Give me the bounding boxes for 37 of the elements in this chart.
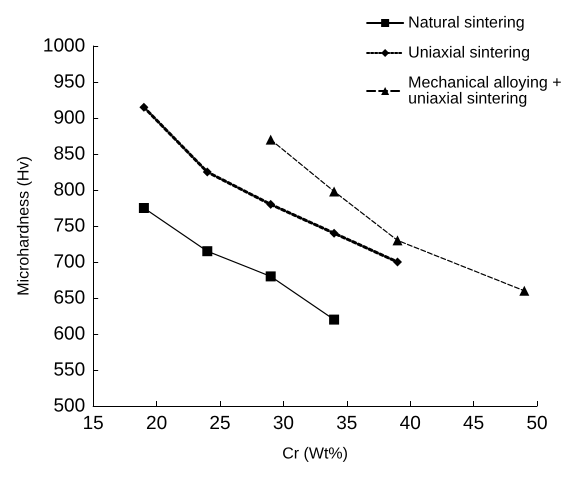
y-tick-label: 800 [53, 180, 86, 200]
y-tick-label: 650 [53, 288, 86, 308]
point [266, 134, 276, 145]
point [202, 246, 212, 256]
legend-label: Mechanical alloying + uniaxial sintering [408, 74, 566, 108]
point [392, 235, 403, 246]
y-tick-label: 850 [53, 144, 86, 164]
y-tick-label: 950 [53, 72, 86, 92]
x-tick-label: 15 [82, 413, 104, 434]
x-tick-label: 50 [526, 413, 548, 434]
y-tick-label: 1000 [42, 36, 86, 56]
x-tick-label: 30 [272, 413, 294, 434]
point [266, 271, 276, 282]
x-tick-label: 35 [336, 413, 358, 434]
legend-label: Uniaxial sintering [408, 44, 530, 62]
y-tick-label: 750 [53, 216, 86, 236]
y-tick-label: 600 [53, 324, 86, 344]
x-tick-label: 40 [400, 413, 421, 434]
point [266, 200, 276, 209]
point [393, 258, 402, 266]
x-tick-label: 45 [463, 413, 484, 434]
y-tick-label: 550 [53, 360, 86, 380]
point [519, 286, 530, 296]
x-tick-label: 25 [209, 413, 231, 434]
point [139, 102, 148, 112]
y-tick-label: 700 [53, 252, 86, 272]
legend-label: Natural sintering [408, 14, 525, 32]
point [330, 228, 339, 238]
y-tick-label: 900 [53, 108, 86, 128]
x-tick-label: 20 [146, 413, 168, 434]
point [329, 314, 340, 325]
point [202, 168, 212, 176]
y-axis-title: Microhardness (Hv) [16, 156, 32, 296]
x-axis-title: Cr (Wt%) [282, 446, 348, 462]
point [138, 203, 149, 213]
y-tick-label: 500 [53, 396, 86, 416]
point [329, 186, 340, 196]
